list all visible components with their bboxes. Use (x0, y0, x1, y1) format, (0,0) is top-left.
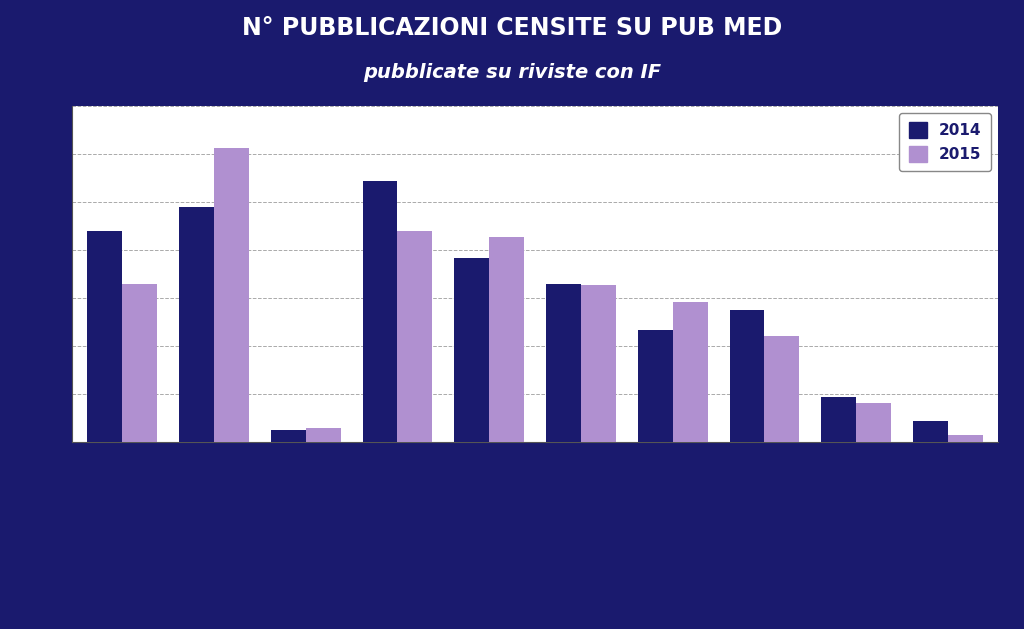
Bar (638, 330, 673, 442)
Legend: 2014, 2015: 2014, 2015 (899, 113, 991, 171)
Text: pubblicate su riviste con IF: pubblicate su riviste con IF (362, 63, 662, 82)
Bar (581, 286, 615, 442)
Bar (673, 302, 708, 442)
Text: N° PUBBLICAZIONI CENSITE SU PUB MED: N° PUBBLICAZIONI CENSITE SU PUB MED (242, 16, 782, 40)
Bar (179, 207, 214, 442)
Bar (455, 258, 489, 442)
Bar (765, 337, 800, 442)
Bar (397, 231, 432, 442)
Bar (270, 430, 305, 442)
Bar (489, 237, 524, 442)
Bar (856, 403, 891, 442)
Bar (821, 397, 856, 442)
Bar (913, 421, 948, 442)
Bar (87, 231, 122, 442)
Bar (305, 428, 341, 442)
Bar (948, 435, 983, 442)
Bar (546, 284, 581, 442)
Bar (122, 284, 157, 442)
Bar (362, 181, 397, 442)
Bar (729, 311, 765, 442)
Bar (214, 148, 249, 442)
